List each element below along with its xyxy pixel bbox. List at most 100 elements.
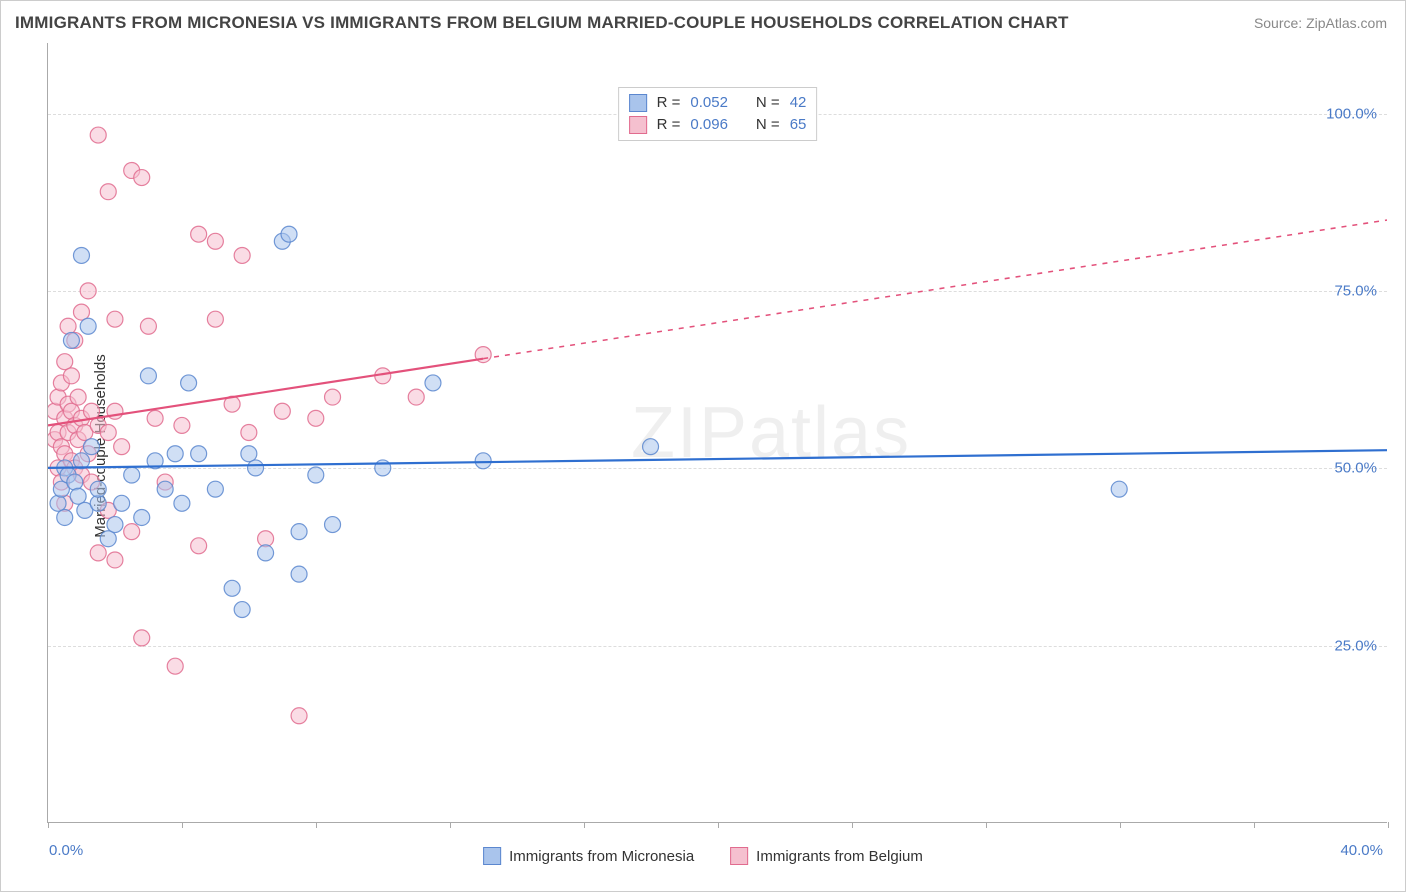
scatter-point-belgium — [274, 403, 290, 419]
r-label: R = — [657, 114, 681, 136]
trend-line-dashed-belgium — [483, 220, 1387, 359]
scatter-point-belgium — [57, 354, 73, 370]
scatter-point-micronesia — [475, 453, 491, 469]
x-tick — [584, 822, 585, 828]
scatter-point-micronesia — [50, 495, 66, 511]
scatter-point-micronesia — [308, 467, 324, 483]
legend-row-belgium: R = 0.096 N = 65 — [629, 114, 807, 136]
scatter-point-belgium — [70, 389, 86, 405]
scatter-point-micronesia — [174, 495, 190, 511]
scatter-point-belgium — [124, 524, 140, 540]
scatter-point-micronesia — [134, 509, 150, 525]
chart-title: IMMIGRANTS FROM MICRONESIA VS IMMIGRANTS… — [15, 13, 1069, 33]
scatter-plot-svg — [48, 43, 1387, 822]
r-value-micronesia: 0.052 — [690, 92, 728, 114]
scatter-point-belgium — [140, 318, 156, 334]
scatter-point-micronesia — [140, 368, 156, 384]
x-tick — [852, 822, 853, 828]
swatch-micronesia — [629, 94, 647, 112]
scatter-point-micronesia — [241, 446, 257, 462]
scatter-point-micronesia — [234, 602, 250, 618]
scatter-point-micronesia — [1111, 481, 1127, 497]
n-value-belgium: 65 — [790, 114, 807, 136]
chart-container: IMMIGRANTS FROM MICRONESIA VS IMMIGRANTS… — [0, 0, 1406, 892]
scatter-point-micronesia — [291, 566, 307, 582]
scatter-point-belgium — [107, 552, 123, 568]
scatter-point-micronesia — [70, 488, 86, 504]
scatter-point-micronesia — [90, 481, 106, 497]
r-value-belgium: 0.096 — [690, 114, 728, 136]
scatter-point-micronesia — [100, 531, 116, 547]
x-tick — [986, 822, 987, 828]
correlation-legend: R = 0.052 N = 42 R = 0.096 N = 65 — [618, 87, 818, 141]
n-label: N = — [756, 114, 780, 136]
scatter-point-micronesia — [181, 375, 197, 391]
source-attribution: Source: ZipAtlas.com — [1254, 15, 1387, 31]
legend-row-micronesia: R = 0.052 N = 42 — [629, 92, 807, 114]
x-tick — [316, 822, 317, 828]
scatter-point-belgium — [191, 538, 207, 554]
legend-label-micronesia: Immigrants from Micronesia — [509, 848, 694, 865]
scatter-point-belgium — [234, 247, 250, 263]
swatch-micronesia — [483, 847, 501, 865]
scatter-point-belgium — [73, 304, 89, 320]
scatter-point-belgium — [80, 283, 96, 299]
x-tick — [718, 822, 719, 828]
scatter-point-micronesia — [643, 439, 659, 455]
scatter-point-belgium — [90, 127, 106, 143]
scatter-point-belgium — [63, 368, 79, 384]
scatter-point-micronesia — [114, 495, 130, 511]
scatter-point-belgium — [60, 318, 76, 334]
x-tick — [1388, 822, 1389, 828]
scatter-point-belgium — [207, 311, 223, 327]
n-value-micronesia: 42 — [790, 92, 807, 114]
scatter-point-micronesia — [63, 332, 79, 348]
x-tick — [48, 822, 49, 828]
scatter-point-micronesia — [291, 524, 307, 540]
scatter-point-belgium — [241, 425, 257, 441]
scatter-point-belgium — [114, 439, 130, 455]
legend-item-micronesia: Immigrants from Micronesia — [483, 847, 694, 865]
n-label: N = — [756, 92, 780, 114]
scatter-point-belgium — [291, 708, 307, 724]
scatter-point-belgium — [90, 545, 106, 561]
scatter-point-micronesia — [80, 318, 96, 334]
x-tick — [450, 822, 451, 828]
scatter-point-micronesia — [425, 375, 441, 391]
scatter-point-belgium — [191, 226, 207, 242]
scatter-point-micronesia — [281, 226, 297, 242]
scatter-point-micronesia — [191, 446, 207, 462]
scatter-point-belgium — [147, 410, 163, 426]
scatter-point-belgium — [134, 630, 150, 646]
scatter-point-micronesia — [57, 509, 73, 525]
scatter-point-belgium — [325, 389, 341, 405]
legend-item-belgium: Immigrants from Belgium — [730, 847, 923, 865]
scatter-point-micronesia — [73, 247, 89, 263]
scatter-point-micronesia — [325, 517, 341, 533]
x-tick — [182, 822, 183, 828]
scatter-point-belgium — [174, 417, 190, 433]
scatter-point-micronesia — [157, 481, 173, 497]
r-label: R = — [657, 92, 681, 114]
scatter-point-micronesia — [124, 467, 140, 483]
scatter-point-belgium — [207, 233, 223, 249]
scatter-point-micronesia — [224, 580, 240, 596]
scatter-point-micronesia — [207, 481, 223, 497]
x-tick-label-max: 40.0% — [1340, 842, 1383, 859]
x-tick — [1120, 822, 1121, 828]
scatter-point-belgium — [408, 389, 424, 405]
scatter-point-micronesia — [107, 517, 123, 533]
swatch-belgium — [730, 847, 748, 865]
scatter-point-belgium — [107, 311, 123, 327]
scatter-point-micronesia — [167, 446, 183, 462]
scatter-point-micronesia — [248, 460, 264, 476]
series-legend: Immigrants from Micronesia Immigrants fr… — [483, 847, 923, 865]
legend-label-belgium: Immigrants from Belgium — [756, 848, 923, 865]
x-tick-label-min: 0.0% — [49, 842, 83, 859]
scatter-point-belgium — [134, 170, 150, 186]
scatter-point-belgium — [100, 184, 116, 200]
scatter-point-micronesia — [67, 474, 83, 490]
scatter-point-micronesia — [258, 545, 274, 561]
x-tick — [1254, 822, 1255, 828]
swatch-belgium — [629, 116, 647, 134]
